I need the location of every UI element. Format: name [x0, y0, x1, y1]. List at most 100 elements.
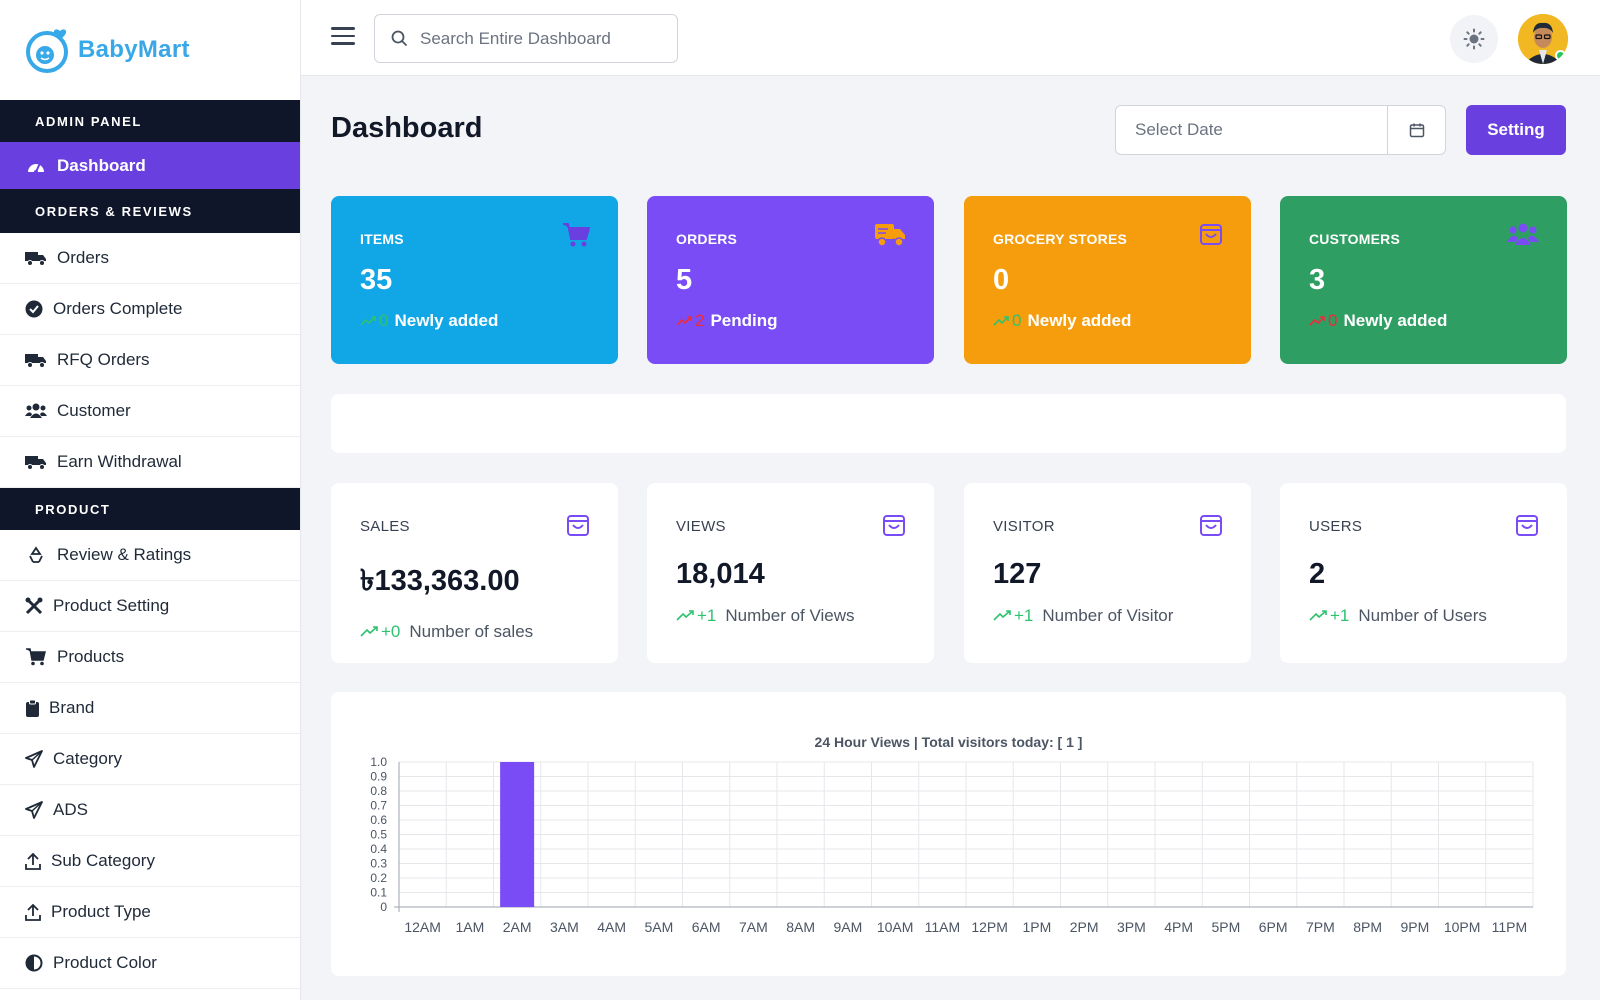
- stat-card-orders[interactable]: ORDERS 5 2 Pending: [647, 196, 934, 364]
- stat-card-note: Newly added: [394, 311, 499, 330]
- sidebar-item-label: Product Color: [53, 953, 157, 972]
- sidebar-item-review-ratings[interactable]: Review & Ratings: [0, 530, 300, 581]
- sidebar-item-products[interactable]: Products: [0, 632, 300, 683]
- metric-card-sales[interactable]: SALES ৳133,363.00 +0 Number of sales: [331, 483, 618, 663]
- cart-icon: [562, 222, 590, 253]
- x-tick-label: 8AM: [786, 919, 815, 935]
- bag-icon: [1199, 513, 1223, 542]
- sidebar-item-dashboard[interactable]: Dashboard: [0, 142, 300, 189]
- stat-card-grocery-stores[interactable]: GROCERY STORES 0 0 Newly added: [964, 196, 1251, 364]
- sidebar-item-product-type[interactable]: Product Type: [0, 887, 300, 938]
- truck-icon: [25, 350, 47, 370]
- metric-card-note: Number of Visitor: [1042, 606, 1174, 625]
- y-tick-label: 1.0: [370, 755, 387, 769]
- y-tick-label: 0.6: [370, 813, 387, 827]
- x-tick-label: 8PM: [1353, 919, 1382, 935]
- menu-toggle-icon[interactable]: [331, 27, 355, 47]
- x-tick-label: 11PM: [1492, 919, 1528, 935]
- trend-indicator: 2: [676, 311, 704, 331]
- metric-card-visitor[interactable]: VISITOR 127 +1 Number of Visitor: [964, 483, 1251, 663]
- date-picker[interactable]: [1115, 105, 1446, 155]
- sidebar-item-product-color[interactable]: Product Color: [0, 938, 300, 989]
- trend-up-icon: [993, 316, 1009, 326]
- metric-card-label: VIEWS: [676, 518, 726, 535]
- x-tick-label: 5PM: [1211, 919, 1240, 935]
- y-tick-label: 0.7: [370, 799, 387, 813]
- top-bar: [301, 0, 1600, 76]
- x-tick-label: 7PM: [1306, 919, 1335, 935]
- trend-value: +1: [697, 606, 717, 625]
- trend-up-icon: [360, 626, 378, 637]
- sidebar-item-customer[interactable]: Customer: [0, 386, 300, 437]
- metric-card-users[interactable]: USERS 2 +1 Number of Users: [1280, 483, 1567, 663]
- trend-indicator: +1: [1309, 606, 1349, 626]
- users-icon: [1507, 222, 1539, 251]
- check-circle-icon: [25, 299, 43, 319]
- section-heading-admin-panel: ADMIN PANEL: [0, 100, 300, 142]
- sidebar-item-orders[interactable]: Orders: [0, 233, 300, 284]
- truck-icon: [25, 452, 47, 472]
- sidebar: BabyMart ADMIN PANEL Dashboard ORDERS & …: [0, 0, 301, 1000]
- brand-name-part2: Mart: [137, 36, 190, 63]
- calendar-icon: [1409, 123, 1424, 138]
- date-input[interactable]: [1116, 106, 1388, 154]
- trend-value: 0: [1012, 311, 1022, 330]
- metric-card-value: 127: [993, 558, 1042, 590]
- user-avatar[interactable]: [1518, 14, 1568, 64]
- trend-value: 0: [379, 311, 389, 330]
- sidebar-item-label: Sub Category: [51, 851, 155, 870]
- metric-card-value: 18,014: [676, 558, 765, 590]
- sidebar-item-rfq-orders[interactable]: RFQ Orders: [0, 335, 300, 386]
- sidebar-item-category[interactable]: Category: [0, 734, 300, 785]
- sidebar-item-label: Review & Ratings: [57, 545, 192, 564]
- trend-value: 0: [1328, 311, 1338, 330]
- x-tick-label: 11AM: [925, 919, 961, 935]
- chart-title: 24 Hour Views | Total visitors today: [ …: [814, 734, 1083, 750]
- y-tick-label: 0: [380, 900, 387, 914]
- sidebar-item-label: Orders: [57, 248, 109, 267]
- calendar-button[interactable]: [1388, 106, 1445, 154]
- sidebar-item-ads[interactable]: ADS: [0, 785, 300, 836]
- sidebar-item-earn-withdrawal[interactable]: Earn Withdrawal: [0, 437, 300, 488]
- metric-card-label: VISITOR: [993, 518, 1055, 535]
- x-tick-label: 4PM: [1164, 919, 1193, 935]
- trend-up-icon: [1309, 610, 1327, 621]
- setting-button[interactable]: Setting: [1466, 105, 1566, 155]
- trend-indicator: +1: [993, 606, 1033, 626]
- sidebar-item-sub-category[interactable]: Sub Category: [0, 836, 300, 887]
- trend-indicator: +1: [676, 606, 716, 626]
- sidebar-item-label: Product Type: [51, 902, 151, 921]
- y-tick-label: 0.8: [370, 784, 387, 798]
- sidebar-item-label: Dashboard: [57, 155, 146, 175]
- theme-toggle-button[interactable]: [1450, 15, 1498, 63]
- users-icon: [25, 401, 47, 421]
- metric-card-views[interactable]: VIEWS 18,014 +1 Number of Views: [647, 483, 934, 663]
- brand-name-part1: Baby: [78, 36, 138, 63]
- clipboard-icon: [25, 698, 39, 718]
- sidebar-item-orders-complete[interactable]: Orders Complete: [0, 284, 300, 335]
- stat-card-items[interactable]: ITEMS 35 0 Newly added: [331, 196, 618, 364]
- sidebar-item-label: RFQ Orders: [57, 350, 150, 369]
- baby-logo-icon: [26, 29, 68, 73]
- y-tick-label: 0.9: [370, 770, 387, 784]
- x-tick-label: 4AM: [597, 919, 626, 935]
- sidebar-item-label: Product Setting: [53, 596, 170, 615]
- brand-logo[interactable]: BabyMart: [0, 0, 300, 100]
- half-circle-icon: [25, 953, 43, 973]
- trend-up-icon: [676, 610, 694, 621]
- trend-value: 2: [695, 311, 705, 330]
- stat-card-label: ITEMS: [360, 231, 404, 247]
- sidebar-item-label: Earn Withdrawal: [57, 452, 182, 471]
- x-tick-label: 9AM: [833, 919, 862, 935]
- trend-value: +0: [381, 622, 401, 641]
- stat-card-value: 5: [676, 264, 693, 296]
- stat-card-value: 3: [1309, 264, 1326, 296]
- search-box[interactable]: [374, 14, 678, 63]
- sidebar-item-brand[interactable]: Brand: [0, 683, 300, 734]
- stat-card-customers[interactable]: CUSTOMERS 3 0 Newly added: [1280, 196, 1567, 364]
- search-input[interactable]: [420, 28, 660, 49]
- sidebar-item-product-setting[interactable]: Product Setting: [0, 581, 300, 632]
- x-tick-label: 2AM: [503, 919, 532, 935]
- metric-card-value: 2: [1309, 558, 1326, 590]
- y-tick-label: 0.3: [370, 857, 387, 871]
